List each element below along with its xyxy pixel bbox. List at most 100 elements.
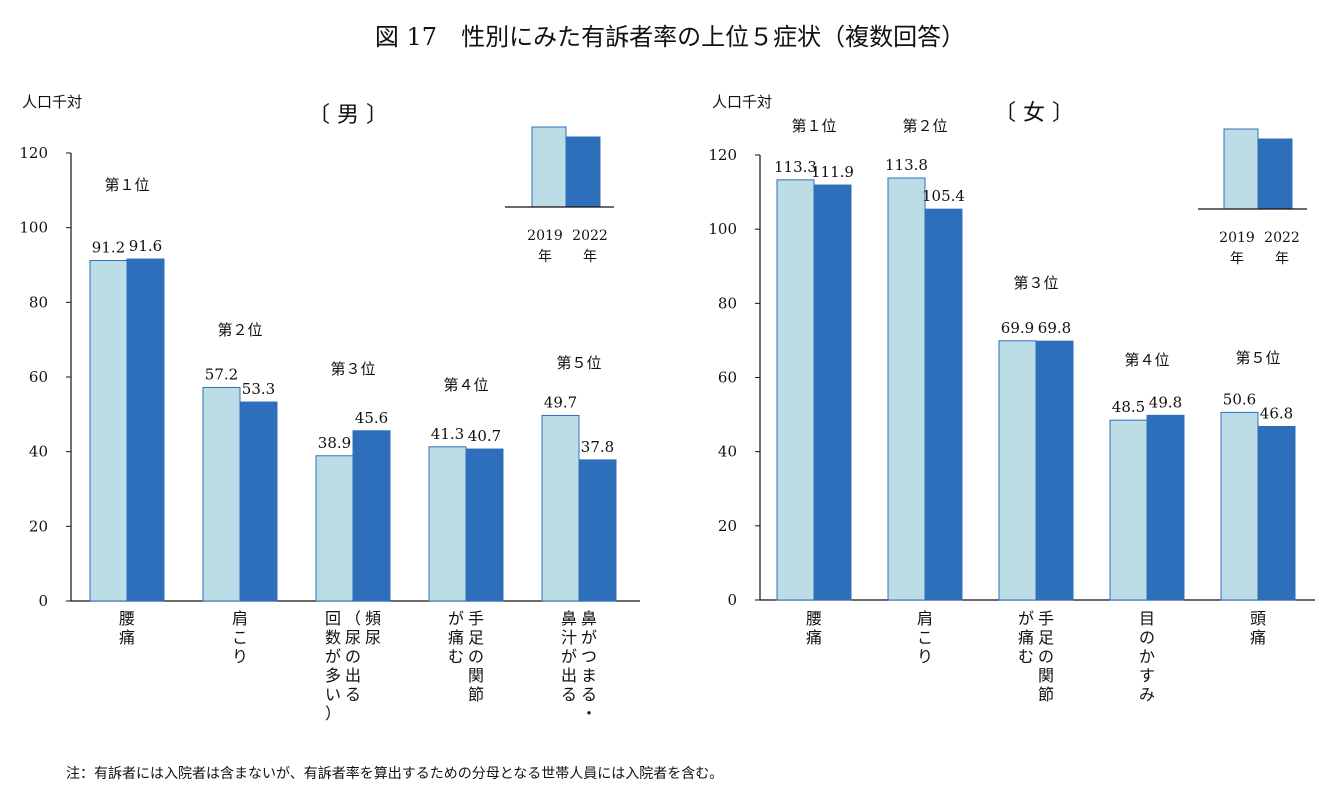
category-char: が bbox=[561, 647, 577, 666]
bar-value-label: 69.8 bbox=[1038, 319, 1071, 337]
category-char: 肩 bbox=[232, 609, 248, 628]
legend-label: 2022 bbox=[1264, 230, 1300, 246]
panel-title: 〔 女 〕 bbox=[994, 101, 1074, 126]
category-char: が bbox=[1018, 609, 1034, 628]
bar-2022年-5 bbox=[1257, 425, 1296, 601]
category-char: 鼻 bbox=[561, 609, 577, 628]
bar-2019年-3 bbox=[315, 455, 354, 602]
category-char: の bbox=[1038, 647, 1054, 666]
category-char: 手 bbox=[1038, 609, 1054, 628]
category-char: 回 bbox=[325, 609, 341, 628]
legend-label: 年 bbox=[538, 249, 552, 265]
category-char: 肩 bbox=[917, 609, 933, 628]
bar-value-label: 50.6 bbox=[1223, 390, 1256, 408]
category-char: す bbox=[1139, 666, 1155, 685]
category-char: る bbox=[561, 685, 577, 704]
category-char: 痛 bbox=[119, 628, 135, 647]
bar-2022年-2 bbox=[924, 208, 963, 601]
category-char: る bbox=[581, 685, 597, 704]
category-char: 腰 bbox=[806, 609, 822, 628]
category-char: い bbox=[325, 685, 341, 704]
rank-label: 第１位 bbox=[791, 117, 836, 135]
bar-2022年-5 bbox=[578, 459, 617, 602]
bar-value-label: 45.6 bbox=[355, 409, 388, 427]
bar-2022年-1 bbox=[813, 184, 852, 601]
category-char: 足 bbox=[468, 628, 484, 647]
category-char: 痛 bbox=[806, 628, 822, 647]
bar-2019年-4 bbox=[1109, 419, 1148, 601]
bar-value-label: 91.6 bbox=[129, 237, 162, 255]
category-char: 腰 bbox=[119, 609, 135, 628]
category-char: 関 bbox=[1038, 666, 1054, 685]
bar-value-label: 91.2 bbox=[92, 239, 125, 257]
category-char: 出 bbox=[345, 666, 361, 685]
category-char: ま bbox=[581, 666, 597, 685]
bar-2022年-4 bbox=[1146, 414, 1185, 601]
category-label: 肩こり bbox=[917, 609, 933, 666]
legend-label: 年 bbox=[1275, 251, 1289, 267]
category-char: つ bbox=[581, 647, 597, 666]
y-tick-label: 60 bbox=[718, 369, 737, 387]
category-label: 腰痛 bbox=[119, 609, 135, 647]
rank-label: 第５位 bbox=[556, 354, 601, 372]
bar-2019年-1 bbox=[89, 260, 128, 602]
category-char: 頻 bbox=[365, 609, 381, 628]
chart-title: 図 17 性別にみた有訴者率の上位５症状（複数回答） bbox=[375, 23, 965, 51]
bar-value-label: 111.9 bbox=[811, 163, 854, 181]
bar-2022年-4 bbox=[465, 448, 504, 602]
bar-value-label: 69.9 bbox=[1001, 319, 1034, 337]
y-tick-label: 0 bbox=[727, 591, 737, 609]
y-tick-label: 100 bbox=[19, 219, 48, 237]
legend-label: 年 bbox=[1230, 251, 1244, 267]
bar-2019年-4 bbox=[428, 446, 467, 602]
category-char: ） bbox=[325, 704, 341, 723]
rank-label: 第５位 bbox=[1235, 349, 1280, 367]
bar-value-label: 38.9 bbox=[318, 434, 351, 452]
y-axis-unit-label: 人口千対 bbox=[712, 93, 772, 111]
bar-2019年-2 bbox=[887, 177, 926, 601]
category-char: 数 bbox=[325, 628, 341, 647]
rank-label: 第２位 bbox=[217, 321, 262, 339]
category-char: 痛 bbox=[1018, 628, 1034, 647]
y-tick-label: 80 bbox=[29, 293, 48, 311]
category-char: ・ bbox=[581, 704, 597, 723]
bar-value-label: 113.8 bbox=[885, 156, 928, 174]
bar-2019年-5 bbox=[1220, 411, 1259, 601]
bar-2019年-1 bbox=[776, 179, 815, 601]
rank-label: 第２位 bbox=[902, 117, 947, 135]
rank-label: 第３位 bbox=[330, 360, 375, 378]
bar-value-label: 49.7 bbox=[544, 393, 577, 411]
category-char: の bbox=[1139, 628, 1155, 647]
y-tick-label: 40 bbox=[718, 443, 737, 461]
category-char: り bbox=[232, 647, 248, 666]
category-char: 手 bbox=[468, 609, 484, 628]
y-tick-label: 20 bbox=[718, 517, 737, 535]
rank-label: 第３位 bbox=[1013, 274, 1058, 292]
category-char: 鼻 bbox=[581, 609, 597, 628]
category-char: 目 bbox=[1139, 609, 1155, 628]
rank-label: 第１位 bbox=[104, 176, 149, 194]
category-char: 節 bbox=[468, 685, 484, 704]
category-char: 多 bbox=[325, 666, 341, 685]
y-axis-unit-label: 人口千対 bbox=[22, 93, 82, 111]
bar-2019年-2 bbox=[202, 386, 241, 602]
category-label: 頭痛 bbox=[1250, 609, 1266, 647]
bar-2019年-5 bbox=[541, 414, 580, 602]
bar-value-label: 41.3 bbox=[431, 425, 464, 443]
category-char: か bbox=[1139, 647, 1155, 666]
rank-label: 第４位 bbox=[1124, 351, 1169, 369]
legend: 2019 年 2022 年 bbox=[1198, 128, 1307, 267]
legend-label: 2022 bbox=[572, 228, 608, 244]
category-char: る bbox=[345, 685, 361, 704]
bar-value-label: 49.8 bbox=[1149, 393, 1182, 411]
y-tick-label: 80 bbox=[718, 294, 737, 312]
category-char: こ bbox=[917, 628, 933, 647]
bar-2022年-2 bbox=[239, 401, 278, 602]
category-char: 関 bbox=[468, 666, 484, 685]
category-char: 頭 bbox=[1250, 609, 1266, 628]
category-char: の bbox=[345, 647, 361, 666]
